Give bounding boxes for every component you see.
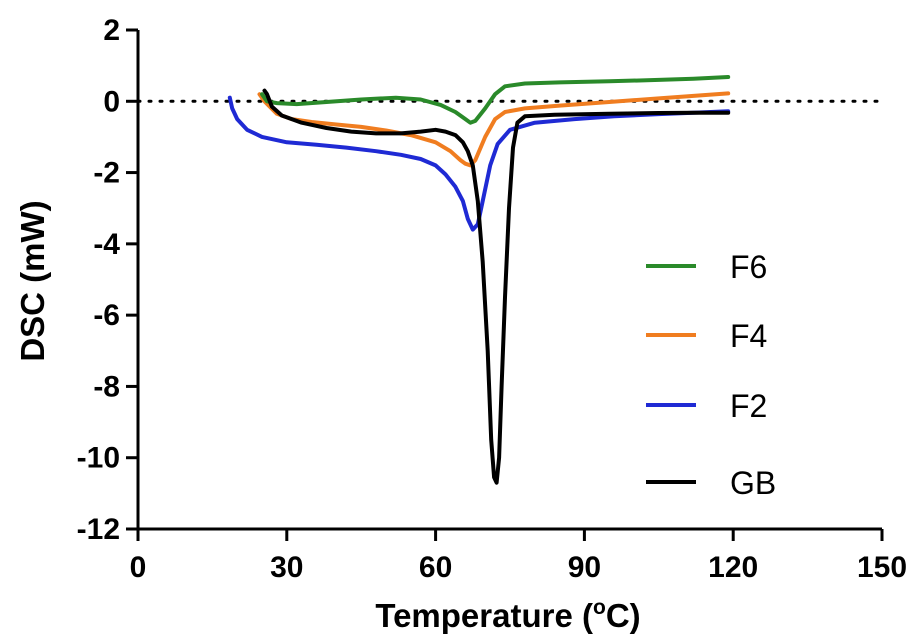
- y-tick-label: -2: [93, 157, 120, 190]
- x-tick-label: 90: [568, 551, 601, 584]
- y-tick-label: -4: [93, 228, 120, 261]
- legend-label-f6: F6: [730, 249, 767, 285]
- y-tick-label: -10: [77, 442, 120, 475]
- legend-label-f4: F4: [730, 318, 767, 354]
- series-lines: [227, 75, 731, 485]
- series-line-gb: [262, 88, 731, 485]
- y-tick-label: 0: [103, 85, 120, 118]
- y-tick-label: -12: [77, 513, 120, 546]
- y-axis: 2 0 -2 -4 -6 -8 -10 -12: [77, 14, 140, 546]
- legend-label-f2: F2: [730, 388, 767, 424]
- legend-label-gb: GB: [730, 465, 776, 501]
- x-axis: 0 30 60 90 120 150: [130, 527, 907, 584]
- series-line-f4: [257, 91, 731, 168]
- x-tick-label: 150: [857, 551, 907, 584]
- x-axis-title: Temperature (oC): [375, 596, 640, 634]
- y-tick-label: -8: [93, 370, 120, 403]
- series-line-f2: [227, 95, 731, 232]
- x-tick-label: 30: [270, 551, 303, 584]
- x-tick-label: 60: [419, 551, 452, 584]
- x-tick-label: 0: [130, 551, 147, 584]
- y-axis-title: DSC (mW): [14, 200, 51, 361]
- y-tick-label: 2: [103, 14, 120, 47]
- series-line-f6: [260, 75, 731, 125]
- x-tick-label: 120: [708, 551, 758, 584]
- y-tick-label: -6: [93, 299, 120, 332]
- legend: F6 F4 F2 GB: [646, 249, 776, 501]
